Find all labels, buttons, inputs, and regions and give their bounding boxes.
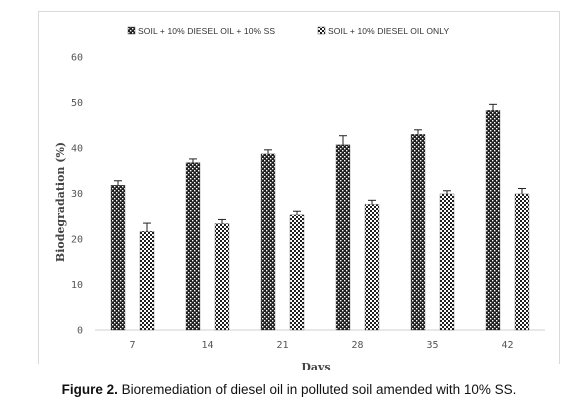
- bar: [289, 214, 305, 331]
- y-tick-label: 60: [71, 53, 83, 64]
- bar: [514, 193, 530, 331]
- bar: [214, 223, 230, 331]
- bar-chart: SOIL + 10% DIESEL OIL + 10% SS SOIL + 10%…: [54, 26, 545, 370]
- legend-swatch: [317, 26, 326, 35]
- legend-label: SOIL + 10% DIESEL OIL ONLY: [328, 26, 449, 36]
- bar: [185, 162, 201, 331]
- bar: [485, 110, 501, 331]
- y-axis: 0 10 20 30 40 50 60: [71, 53, 83, 337]
- bar: [110, 185, 126, 331]
- y-tick-label: 10: [71, 280, 83, 291]
- bar: [139, 231, 155, 331]
- legend-label: SOIL + 10% DIESEL OIL + 10% SS: [138, 26, 275, 36]
- y-tick-label: 0: [77, 326, 83, 337]
- y-tick-label: 40: [71, 144, 83, 155]
- caption-text: Bioremediation of diesel oil in polluted…: [121, 382, 517, 397]
- x-tick-label: 21: [276, 340, 288, 351]
- x-tick-label: 7: [129, 340, 135, 351]
- x-axis: 7 14 21 28 35 42: [95, 329, 545, 351]
- legend-swatch: [127, 26, 136, 35]
- y-tick-label: 50: [71, 98, 83, 109]
- x-tick-label: 42: [501, 340, 513, 351]
- x-tick-label: 28: [351, 340, 363, 351]
- figure-caption: Figure 2. Bioremediation of diesel oil i…: [0, 382, 578, 397]
- bar: [439, 193, 455, 331]
- y-tick-label: 30: [71, 189, 83, 200]
- bar: [260, 153, 276, 331]
- x-tick-label: 14: [201, 340, 213, 351]
- legend: SOIL + 10% DIESEL OIL + 10% SS SOIL + 10%…: [127, 26, 449, 36]
- bars: [110, 103, 530, 331]
- x-axis-label: Days: [301, 361, 330, 370]
- caption-label: Figure 2.: [61, 382, 118, 397]
- x-tick-label: 35: [426, 340, 438, 351]
- y-axis-label: Biodegradation (%): [54, 142, 67, 262]
- bar: [335, 144, 351, 331]
- bar: [364, 204, 380, 331]
- bar: [410, 134, 426, 331]
- y-tick-label: 20: [71, 235, 83, 246]
